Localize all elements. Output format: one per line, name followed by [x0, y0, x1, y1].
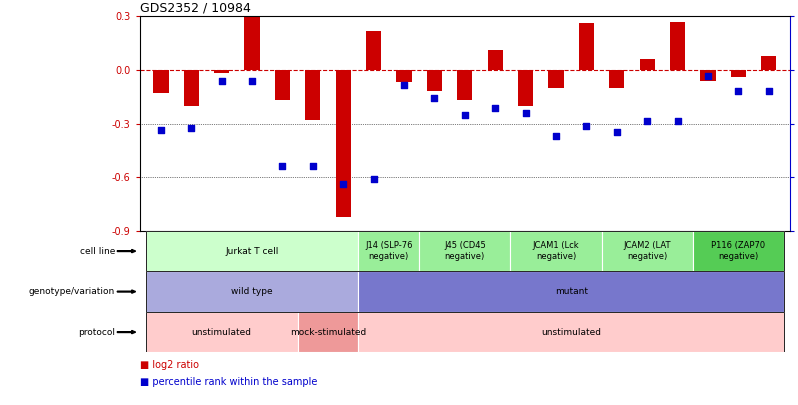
Bar	[275, 70, 290, 100]
Bar	[306, 70, 321, 120]
Bar	[701, 70, 716, 81]
Bar	[419, 231, 511, 271]
Point	[458, 112, 471, 118]
Text: mock-stimulated: mock-stimulated	[290, 328, 366, 337]
Point	[397, 82, 410, 88]
Bar	[153, 70, 168, 93]
Point	[671, 118, 684, 125]
Point	[367, 176, 380, 183]
Point	[428, 94, 440, 101]
Text: J45 (CD45
negative): J45 (CD45 negative)	[444, 241, 486, 261]
Text: unstimulated: unstimulated	[541, 328, 601, 337]
Bar	[358, 271, 784, 312]
Point	[641, 118, 654, 125]
Bar	[511, 231, 602, 271]
Bar	[146, 231, 358, 271]
Point	[762, 88, 775, 95]
Bar	[670, 21, 685, 70]
Text: JCAM2 (LAT
negative): JCAM2 (LAT negative)	[623, 241, 671, 261]
Point	[246, 77, 259, 84]
Bar	[298, 312, 358, 352]
Text: wild type: wild type	[231, 287, 273, 296]
Bar	[366, 30, 381, 70]
Bar	[488, 50, 503, 70]
Bar	[146, 312, 298, 352]
Bar	[184, 70, 199, 106]
Point	[580, 122, 593, 129]
Bar	[457, 70, 472, 100]
Text: genotype/variation: genotype/variation	[29, 287, 115, 296]
Bar	[358, 312, 784, 352]
Point	[185, 125, 198, 131]
Text: JCAM1 (Lck
negative): JCAM1 (Lck negative)	[533, 241, 579, 261]
Bar	[358, 231, 419, 271]
Bar	[609, 70, 624, 88]
Text: cell line: cell line	[80, 247, 115, 256]
Point	[519, 110, 532, 116]
Point	[215, 77, 228, 84]
Bar	[548, 70, 563, 88]
Point	[337, 180, 350, 187]
Bar	[639, 59, 655, 70]
Bar	[693, 231, 784, 271]
Point	[276, 163, 289, 170]
Point	[155, 127, 168, 133]
Point	[732, 88, 745, 95]
Bar	[427, 70, 442, 91]
Text: P116 (ZAP70
negative): P116 (ZAP70 negative)	[711, 241, 765, 261]
Text: protocol: protocol	[78, 328, 115, 337]
Bar	[336, 70, 351, 217]
Bar	[244, 16, 259, 70]
Text: ■ percentile rank within the sample: ■ percentile rank within the sample	[140, 377, 317, 386]
Text: unstimulated: unstimulated	[192, 328, 251, 337]
Bar	[761, 55, 776, 70]
Text: GDS2352 / 10984: GDS2352 / 10984	[140, 1, 251, 14]
Bar	[731, 70, 746, 77]
Bar	[146, 271, 358, 312]
Text: mutant: mutant	[555, 287, 587, 296]
Point	[489, 105, 502, 112]
Bar	[214, 70, 229, 73]
Point	[610, 129, 623, 135]
Text: Jurkat T cell: Jurkat T cell	[225, 247, 279, 256]
Text: J14 (SLP-76
negative): J14 (SLP-76 negative)	[365, 241, 413, 261]
Bar	[602, 231, 693, 271]
Bar	[518, 70, 533, 106]
Point	[550, 133, 563, 140]
Point	[306, 163, 319, 170]
Point	[701, 73, 714, 79]
Bar	[579, 23, 594, 70]
Text: ■ log2 ratio: ■ log2 ratio	[140, 360, 199, 370]
Bar	[397, 70, 412, 82]
